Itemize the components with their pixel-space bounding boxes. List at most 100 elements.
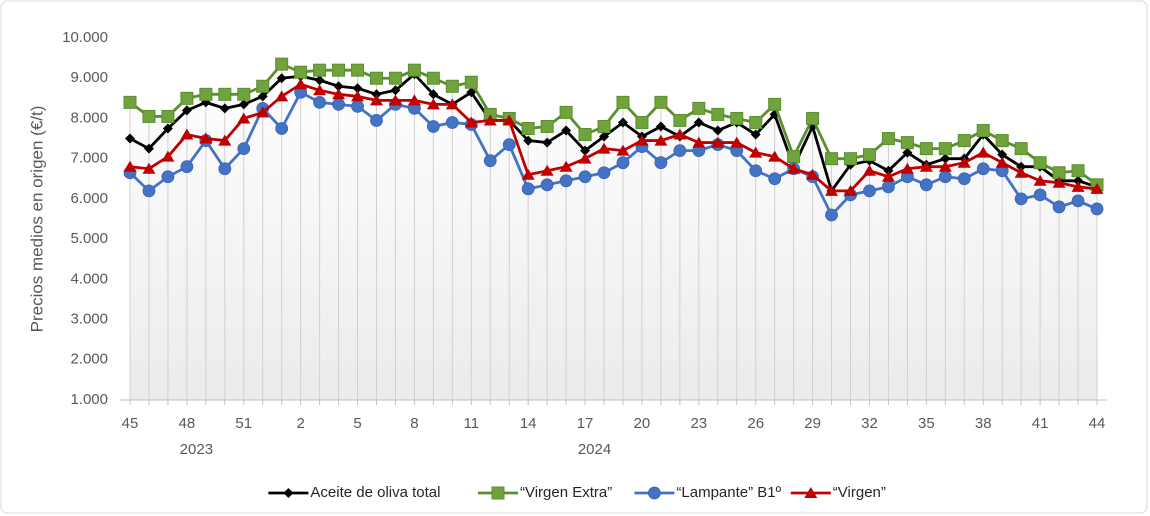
- marker-diamond: [143, 143, 154, 154]
- marker-diamond: [883, 165, 894, 176]
- marker-triangle: [199, 132, 213, 144]
- marker-circle: [502, 138, 516, 151]
- marker-diamond: [181, 105, 192, 116]
- marker-square: [559, 105, 573, 119]
- marker-triangle: [730, 136, 744, 148]
- series-line: [129, 62, 1098, 186]
- y-tick-label: 9.000: [70, 69, 108, 86]
- marker-triangle: [123, 160, 137, 172]
- marker-diamond: [314, 75, 325, 86]
- marker-triangle: [559, 160, 573, 172]
- marker-diamond: [580, 145, 591, 156]
- marker-square: [768, 97, 782, 111]
- marker-diamond: [276, 73, 287, 84]
- marker-circle: [426, 120, 440, 133]
- marker-square: [711, 107, 725, 121]
- marker-diamond: [655, 121, 666, 132]
- marker-square: [369, 71, 383, 85]
- marker-triangle: [369, 94, 383, 106]
- marker-diamond: [162, 123, 173, 134]
- marker-circle: [1033, 188, 1047, 202]
- legend-label: “Virgen”: [833, 484, 886, 501]
- marker-triangle: [502, 114, 516, 126]
- marker-square: [862, 148, 876, 162]
- x-tick-label: 48: [179, 415, 196, 432]
- marker-square: [654, 95, 668, 109]
- marker-circle: [648, 486, 661, 500]
- marker-circle: [142, 184, 156, 198]
- marker-circle: [957, 172, 971, 186]
- marker-triangle: [313, 84, 327, 96]
- y-tick-label: 1.000: [70, 391, 108, 408]
- marker-triangle: [332, 88, 346, 100]
- marker-square: [199, 87, 213, 101]
- marker-triangle: [900, 162, 914, 174]
- marker-square: [995, 134, 1009, 148]
- marker-square: [673, 113, 687, 127]
- marker-square: [180, 91, 194, 105]
- marker-triangle: [787, 162, 801, 174]
- x-group-label: 2023: [180, 441, 213, 458]
- y-axis-title: Precios medios en origen (€/t): [27, 106, 46, 333]
- marker-diamond: [940, 153, 951, 164]
- marker-square: [332, 63, 346, 77]
- marker-triangle: [351, 90, 365, 102]
- marker-diamond: [257, 91, 268, 102]
- marker-circle: [275, 122, 289, 135]
- marker-diamond: [371, 89, 382, 100]
- series-line: [129, 90, 1098, 218]
- marker-square: [351, 63, 365, 77]
- marker-triangle: [597, 142, 611, 154]
- marker-diamond: [1073, 175, 1084, 186]
- marker-circle: [882, 180, 895, 194]
- x-tick-label: 44: [1089, 415, 1106, 432]
- marker-circle: [976, 162, 990, 176]
- legend-label: “Lampante” B1º: [676, 484, 781, 501]
- marker-triangle: [1090, 182, 1104, 194]
- marker-triangle: [938, 160, 952, 172]
- marker-square: [294, 65, 308, 79]
- marker-square: [1033, 156, 1047, 170]
- marker-triangle: [825, 184, 839, 196]
- background-area: [130, 64, 1097, 401]
- marker-square: [142, 109, 156, 123]
- x-tick-label: 38: [975, 415, 992, 432]
- marker-square: [919, 142, 933, 156]
- marker-circle: [218, 162, 232, 176]
- marker-square: [976, 124, 990, 138]
- marker-square: [881, 132, 895, 146]
- marker-diamond: [466, 87, 477, 98]
- x-tick-label: 11: [464, 415, 480, 432]
- x-group-label: 2024: [578, 441, 611, 458]
- marker-triangle: [388, 94, 402, 106]
- marker-circle: [654, 156, 668, 170]
- legend: Aceite de oliva total “Virgen Extra” “Lamp…: [268, 484, 886, 501]
- x-tick-label: 8: [410, 415, 418, 432]
- marker-square: [161, 109, 175, 123]
- marker-triangle: [180, 128, 194, 140]
- marker-diamond: [542, 137, 553, 148]
- marker-triangle: [1033, 174, 1047, 186]
- marker-circle: [1014, 192, 1028, 206]
- marker-circle: [370, 114, 383, 127]
- marker-triangle: [142, 162, 156, 174]
- marker-square: [749, 115, 763, 129]
- series: [125, 69, 1102, 196]
- marker-square: [597, 119, 611, 133]
- marker-triangle: [464, 116, 478, 128]
- marker-circle: [540, 178, 554, 192]
- marker-triangle: [616, 144, 630, 156]
- marker-square: [540, 119, 554, 133]
- x-tick-label: 29: [804, 415, 821, 432]
- marker-triangle: [445, 98, 459, 110]
- marker-triangle: [256, 106, 270, 118]
- series-line: [129, 82, 1098, 193]
- series: [123, 57, 1104, 192]
- marker-triangle: [881, 170, 895, 182]
- marker-triangle: [844, 184, 858, 196]
- marker-diamond: [617, 117, 628, 128]
- marker-diamond: [902, 147, 913, 158]
- marker-triangle: [1014, 166, 1028, 178]
- legend-label: Aceite de oliva total: [310, 484, 440, 501]
- marker-triangle: [711, 136, 725, 148]
